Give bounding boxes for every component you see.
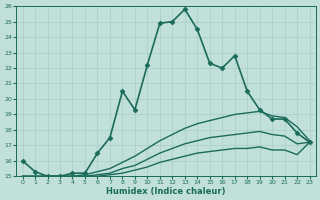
- X-axis label: Humidex (Indice chaleur): Humidex (Indice chaleur): [106, 187, 226, 196]
